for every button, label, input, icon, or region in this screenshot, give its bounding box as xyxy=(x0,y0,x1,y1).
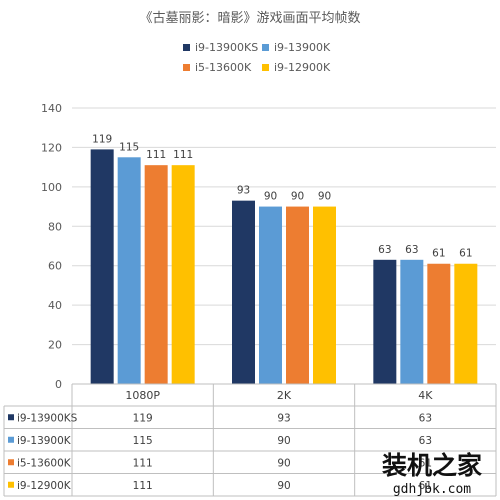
data-label: 93 xyxy=(237,185,250,197)
y-tick-label: 80 xyxy=(48,220,62,233)
bar xyxy=(90,149,114,384)
table-cell: 63 xyxy=(419,412,432,424)
table-cell: 115 xyxy=(133,435,153,447)
bar xyxy=(171,165,195,384)
table-row-header: i9-12900K xyxy=(17,480,72,492)
data-label: 111 xyxy=(146,149,166,161)
legend-key xyxy=(183,64,190,71)
bar xyxy=(232,200,255,384)
data-label: 90 xyxy=(291,191,304,203)
table-legend-key xyxy=(8,436,14,443)
y-tick-label: 0 xyxy=(55,378,62,391)
bar xyxy=(259,206,282,384)
x-tick-label: 4K xyxy=(418,389,433,402)
table-legend-key xyxy=(8,414,14,421)
table-row-header: i9-13900K xyxy=(17,435,72,447)
legend: i9-13900KS i9-13900K i5-13600K i9-12900K xyxy=(183,41,331,74)
table-cell: 93 xyxy=(277,412,290,424)
table-legend-key xyxy=(8,481,14,488)
table-cell: 61 xyxy=(419,480,432,492)
legend-entry: i9-12900K xyxy=(274,61,331,74)
data-label: 119 xyxy=(92,133,112,145)
table-row-header: i9-13900KS xyxy=(17,412,78,424)
legend-entry: i9-13900K xyxy=(274,41,331,54)
bar xyxy=(117,157,141,384)
data-labels: 119 115 111 111 93 90 90 90 63 63 61 61 xyxy=(92,133,472,259)
data-label: 61 xyxy=(459,248,472,260)
watermark: 装机之家 gdhjbk.com xyxy=(382,451,482,497)
data-label: 90 xyxy=(318,191,331,203)
y-tick-label: 120 xyxy=(41,141,62,154)
bar xyxy=(400,259,424,384)
watermark-url: gdhjbk.com xyxy=(393,482,471,497)
y-tick-label: 140 xyxy=(41,102,62,115)
legend-entry: i9-13900KS xyxy=(195,41,258,54)
table-cell: 90 xyxy=(277,480,290,492)
bar xyxy=(144,165,168,384)
data-label: 115 xyxy=(119,141,139,153)
legend-entry: i5-13600K xyxy=(195,61,252,74)
y-tick-label: 60 xyxy=(48,260,62,273)
table-cell: 119 xyxy=(133,412,153,424)
bar xyxy=(427,263,451,384)
watermark-text: 装机之家 xyxy=(382,451,482,480)
data-label: 61 xyxy=(432,248,445,260)
table-cell: 90 xyxy=(277,457,290,469)
data-table: 1080P 2K 4K i9-13900KS 119 93 63 i9-13900K 115 90… xyxy=(3,383,497,497)
data-label: 111 xyxy=(173,149,193,161)
x-tick-label: 2K xyxy=(277,389,292,402)
data-label: 90 xyxy=(264,191,277,203)
table-cell: 63 xyxy=(419,435,432,447)
bar xyxy=(454,263,478,384)
data-label: 63 xyxy=(405,244,418,256)
bar xyxy=(373,259,397,384)
table-row-header: i5-13600K xyxy=(17,457,72,469)
data-label: 63 xyxy=(378,244,391,256)
x-tick-label: 1080P xyxy=(125,389,160,402)
legend-key xyxy=(262,64,269,71)
y-tick-label: 40 xyxy=(48,299,62,312)
chart-title: 《古墓丽影：暗影》游戏画面平均帧数 xyxy=(139,11,360,26)
table-cell: 90 xyxy=(277,435,290,447)
gridlines xyxy=(72,107,496,385)
table-cell: 111 xyxy=(133,480,153,492)
table-legend-key xyxy=(8,459,14,466)
legend-key xyxy=(183,44,190,51)
bar xyxy=(286,206,309,384)
bars xyxy=(90,149,478,384)
y-tick-label: 100 xyxy=(41,181,62,194)
y-tick-label: 20 xyxy=(48,339,62,352)
y-axis: 0 20 40 60 80 100 120 140 xyxy=(41,102,62,391)
table-cell: 111 xyxy=(133,457,153,469)
legend-key xyxy=(262,44,269,51)
table-cell: 61 xyxy=(419,457,432,469)
bar xyxy=(313,206,336,384)
